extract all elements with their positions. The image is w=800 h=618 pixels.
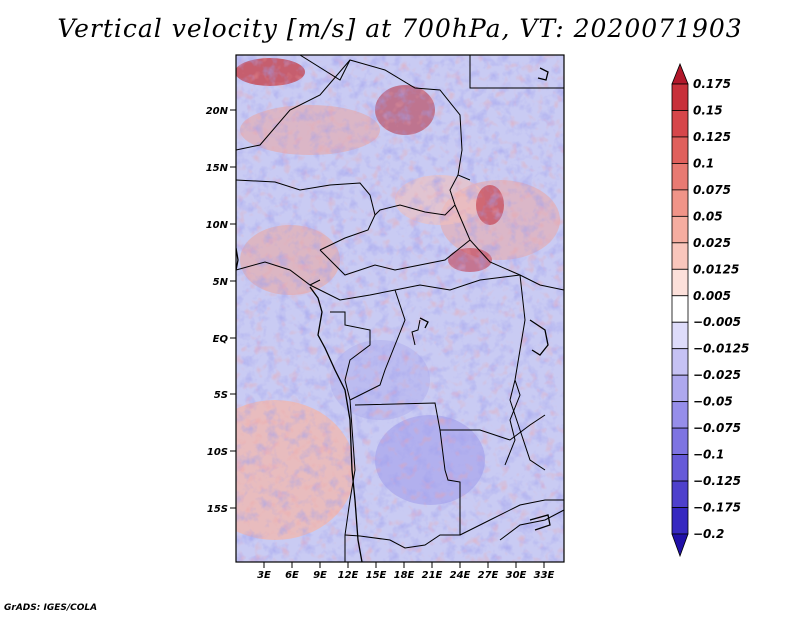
colorbar-label: 0.15 [693,103,723,117]
colorbar-swatch [671,136,689,164]
plot-title: Vertical velocity [m/s] at 700hPa, VT: 2… [57,14,743,43]
velocity-field [236,55,564,562]
lon-label: 24E [450,570,471,581]
colorbar-cap-bottom [671,533,689,558]
colorbar-swatch [671,321,689,350]
coastline-detail [236,67,551,562]
colorbar-label: −0.05 [693,395,733,409]
colorbar-label: 0.005 [693,289,731,303]
colorbar-swatch [671,268,689,297]
colorbar-swatch [671,242,689,270]
lon-label: 30E [506,570,527,581]
colorbar-swatch [671,295,689,323]
colorbar-swatch [671,348,689,376]
colorbar-swatch [671,454,689,482]
map-frame [235,54,565,563]
lon-label: 15E [366,570,387,581]
colorbar-label: 0.05 [693,209,723,223]
colorbar-swatch [671,401,689,429]
lon-label: 21E [422,570,443,581]
colorbar-swatch [671,189,689,217]
lat-label: 5S [214,390,228,401]
lat-label: 10N [206,220,229,231]
colorbar-label: 0.175 [693,77,731,91]
colorbar-label: 0.075 [693,183,731,197]
colorbar-cap-top [671,62,689,85]
colorbar-swatch [671,507,689,535]
colorbar-label: −0.175 [693,501,741,515]
lon-label: 9E [313,570,327,581]
colorbar-swatch [671,163,689,191]
colorbar-label: 0.0125 [693,262,739,276]
lat-label: 20N [206,106,229,117]
lon-label: 3E [257,570,271,581]
lon-axis: 3E 6E 9E 12E 15E 18E 21E 24E 27E 30E 33E [257,562,555,581]
colorbar-label: 0.1 [693,156,714,170]
colorbar-label: −0.1 [693,448,724,462]
colorbar-label: −0.0125 [693,342,749,356]
lon-label: 6E [285,570,299,581]
lat-axis: 20N 15N 10N 5N EQ 5S 10S 15S [206,106,236,515]
colorbar-label: 0.125 [693,130,731,144]
lon-label: 12E [338,570,359,581]
lat-label: 15S [207,504,228,515]
colorbar-label: −0.025 [693,368,741,382]
lat-label: 15N [206,163,229,174]
colorbar-swatch [671,480,689,508]
colorbar-label: −0.2 [693,527,724,541]
colorbar-label: −0.075 [693,421,741,435]
lon-label: 33E [534,570,555,581]
colorbar: 0.175 0.15 0.125 0.1 0.075 0.05 0.025 0.0125 0.0… [671,62,749,558]
lon-label: 18E [394,570,415,581]
country-borders [236,55,564,562]
lat-label: 5N [213,277,229,288]
colorbar-swatch [671,374,689,403]
colorbar-swatch [671,427,689,455]
colorbar-label: −0.005 [693,315,741,329]
colorbar-swatch [671,110,689,138]
lat-label: EQ [213,334,229,345]
lon-label: 27E [478,570,499,581]
lat-label: 10S [207,447,228,458]
colorbar-label: −0.125 [693,474,741,488]
colorbar-swatch [671,83,689,111]
footer-credit: GrADS: IGES/COLA [4,603,98,613]
colorbar-label: 0.025 [693,236,731,250]
colorbar-swatch [671,215,689,244]
